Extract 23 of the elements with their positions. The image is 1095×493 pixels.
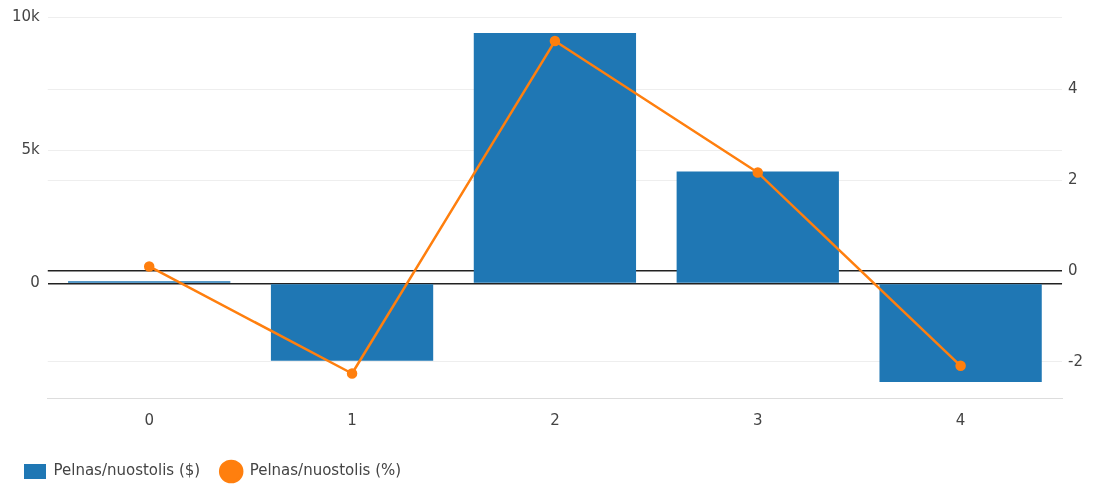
x-tick-label: 2	[550, 410, 560, 429]
point	[143, 261, 155, 272]
x-tick-label: 0	[144, 410, 154, 429]
y2-tick-label: -2	[1068, 351, 1084, 370]
legend-label: Pelnas/nuostolis ($)	[53, 461, 201, 480]
y2-tick-label: 4	[1068, 79, 1078, 98]
y-tick-label: 5k	[21, 140, 41, 159]
bar	[473, 32, 637, 283]
y2-tick-label: 0	[1068, 260, 1078, 279]
x-tick-label: 1	[347, 410, 357, 429]
legend-label: Pelnas/nuostolis (%)	[249, 461, 402, 480]
x-tick-label: 3	[752, 410, 763, 429]
point	[346, 368, 358, 379]
y2-tick-label: 2	[1068, 170, 1078, 189]
bar	[270, 284, 434, 361]
bar	[879, 284, 1042, 383]
point	[955, 360, 966, 372]
point	[549, 35, 561, 47]
x-tick-label: 4	[955, 410, 966, 429]
point	[752, 167, 764, 178]
y-tick-label: 10k	[11, 6, 41, 25]
bar	[676, 171, 839, 283]
y-tick-label: 0	[30, 273, 40, 292]
